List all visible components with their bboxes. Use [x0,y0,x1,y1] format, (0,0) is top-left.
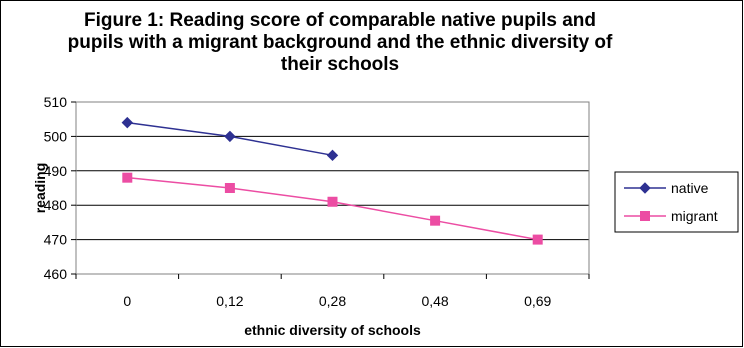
x-tick-label-0-12: 0,12 [216,293,243,309]
legend-marker-native [639,182,651,194]
data-point-migrant-0-48 [430,215,441,226]
series-migrant [122,172,543,245]
gridlines [76,101,589,275]
y-tick-label-510: 510 [44,94,68,110]
series-native [121,116,339,162]
y-tick-label-500: 500 [44,128,68,144]
x-axis-ticks: 0 0,12 0,28 0,48 0,69 [75,274,590,309]
x-axis-title: ethnic diversity of schools [244,322,421,338]
data-point-migrant-0 [122,172,133,183]
data-point-native-0-12 [224,130,236,143]
legend: native migrant [614,171,739,233]
legend-marker-migrant [640,211,650,221]
data-point-migrant-0-28 [327,196,338,207]
series-line-migrant [127,176,538,241]
x-tick-label-0: 0 [123,293,131,309]
plot-area [75,101,590,275]
legend-box [614,171,739,233]
y-axis-ticks: 460 470 480 490 500 510 [44,94,76,282]
y-axis-title: reading [32,163,48,214]
x-tick-label-0-48: 0,48 [421,293,448,309]
x-tick-label-0-28: 0,28 [319,293,346,309]
legend-label-native: native [671,180,709,196]
y-tick-label-470: 470 [44,232,68,248]
y-tick-label-480: 480 [44,197,68,213]
y-tick-label-460: 460 [44,266,68,282]
data-point-migrant-0-69 [532,234,543,245]
data-point-native-0-28 [326,149,339,162]
legend-label-migrant: migrant [671,208,718,224]
series [121,116,543,245]
data-point-native-0 [121,116,134,129]
y-tick-label-490: 490 [44,163,68,179]
x-tick-label-0-69: 0,69 [524,293,551,309]
chart-title: Figure 1: Reading score of comparable na… [67,10,613,75]
data-point-migrant-0-12 [224,183,235,193]
